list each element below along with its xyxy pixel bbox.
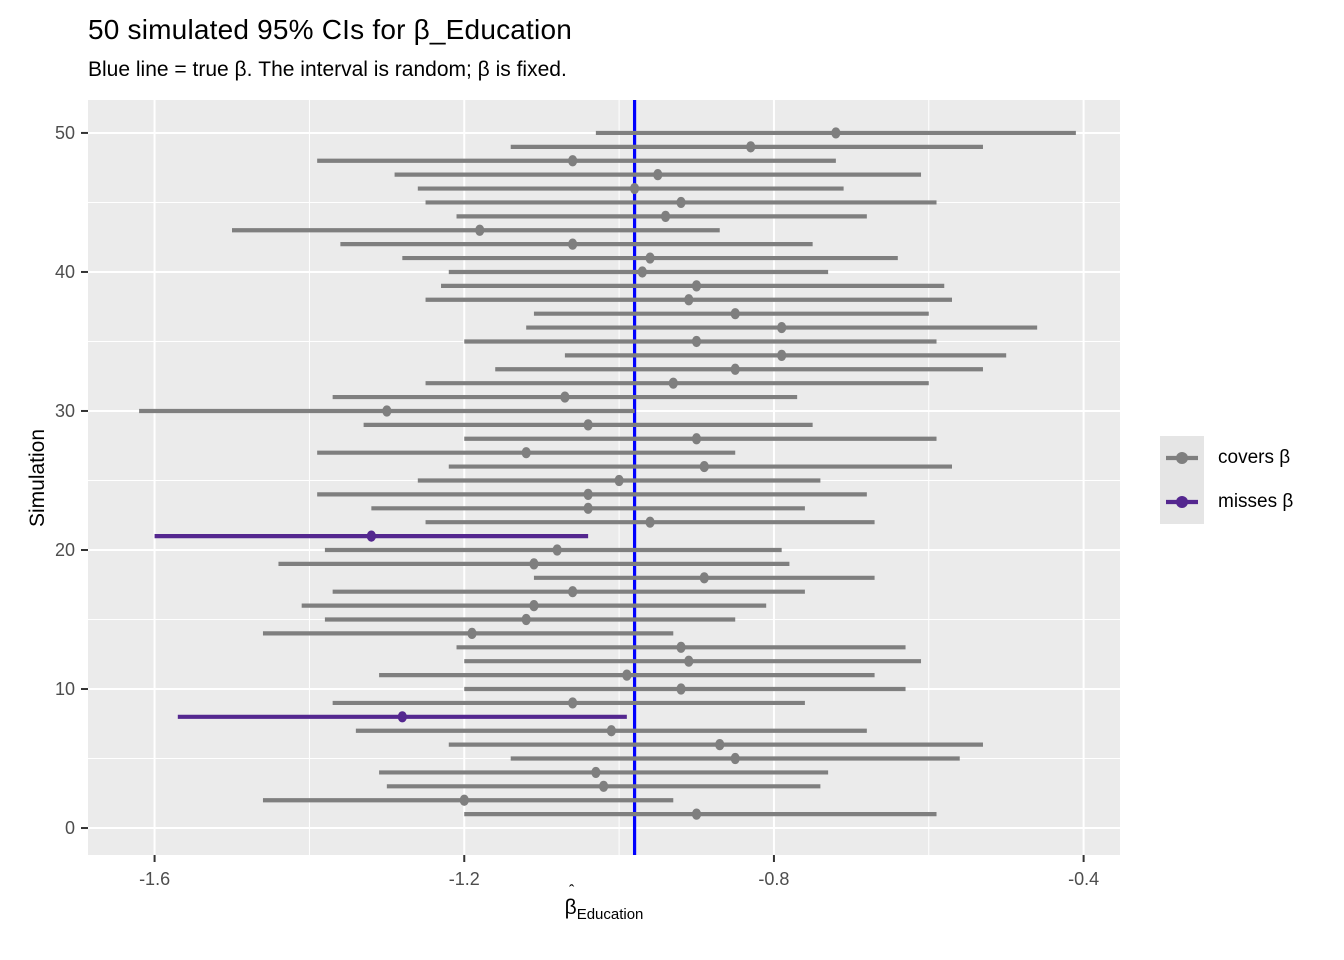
ci-point-sim-2 [459,794,469,806]
ci-point-sim-35 [691,335,702,348]
ci-point-sim-20 [552,544,562,556]
ci-point-sim-49 [746,141,756,153]
ci-point-sim-32 [668,377,678,389]
ci-point-sim-31 [560,391,570,403]
y-tick-label: 0 [65,818,75,838]
legend-key-covers [1160,436,1204,480]
ci-point-sim-41 [645,252,655,264]
ci-point-sim-22 [645,516,655,528]
hat-accent: ˆ [568,883,575,900]
ci-point-sim-14 [467,627,477,640]
legend-item-covers: covers β [1160,436,1293,480]
ci-point-sim-46 [629,182,640,195]
ci-point-sim-30 [382,405,392,417]
ci-point-sim-24 [583,488,593,500]
ci-point-sim-18 [699,572,709,584]
ci-point-sim-33 [730,363,740,375]
ci-point-sim-4 [591,766,601,779]
ci-point-sim-13 [676,641,686,653]
y-tick-label: 20 [55,540,75,560]
ci-point-sim-5 [730,752,740,765]
ci-point-sim-10 [676,683,686,695]
beta-hat-symbol: ˆ β [564,883,577,920]
ci-point-sim-39 [691,280,702,292]
pointrange-glyph-purple-icon [1166,496,1198,508]
ci-point-sim-43 [475,224,485,236]
ci-point-sim-11 [622,669,632,681]
legend-point [1176,496,1188,508]
ci-point-sim-28 [691,433,702,445]
ci-point-sim-16 [529,600,539,612]
ci-point-sim-45 [676,196,686,209]
y-tick-label: 10 [55,679,75,699]
ci-point-sim-42 [568,238,578,250]
pointrange-glyph-gray-icon [1166,452,1198,464]
ci-point-sim-9 [568,697,578,709]
ci-point-sim-27 [521,447,531,459]
ci-point-sim-15 [521,613,531,626]
ci-point-sim-23 [583,502,593,514]
ci-point-sim-1 [691,808,702,820]
chart-title: 50 simulated 95% CIs for β_Education [88,14,573,45]
ci-point-sim-44 [660,210,671,222]
x-tick-label: -1.2 [449,869,480,889]
ci-point-sim-37 [730,308,740,320]
legend: covers β misses β [1160,436,1293,524]
beta-subscript: Education [576,906,644,924]
ci-point-sim-26 [699,460,709,473]
plot-panel [88,100,1120,855]
chart-subtitle: Blue line = true β. The interval is rand… [88,58,567,81]
ci-point-sim-21 [366,530,376,542]
x-tick-label: -0.4 [1068,869,1099,889]
ci-point-sim-48 [568,155,578,167]
y-tick-label: 30 [55,401,75,421]
ci-point-sim-6 [715,739,725,751]
ci-point-sim-19 [529,558,539,570]
x-tick-label: -1.6 [139,869,170,889]
ci-point-sim-50 [831,127,841,139]
ci-point-sim-12 [684,655,694,667]
ci-point-sim-38 [684,294,694,306]
ci-point-sim-8 [397,711,407,723]
y-tick-label: 50 [55,123,75,143]
legend-point [1176,452,1188,464]
legend-label-misses: misses β [1218,491,1294,512]
legend-key-misses [1160,480,1204,524]
ci-point-sim-25 [614,474,624,487]
ci-point-sim-47 [653,169,663,181]
beta-symbol: β [564,896,577,919]
y-tick-label: 40 [55,262,75,282]
x-axis-title: ˆ β Education [0,883,1208,924]
ci-point-sim-7 [606,725,616,737]
legend-label-covers: covers β [1218,447,1291,468]
ci-point-sim-34 [777,349,787,361]
ci-point-sim-40 [637,266,647,278]
ci-point-sim-3 [599,780,609,792]
y-axis-title: Simulation [26,428,49,528]
ci-point-sim-36 [777,321,787,334]
legend-item-misses: misses β [1160,480,1293,524]
ci-point-sim-17 [568,586,578,598]
ci-point-sim-29 [583,419,593,431]
x-tick-label: -0.8 [758,869,789,889]
